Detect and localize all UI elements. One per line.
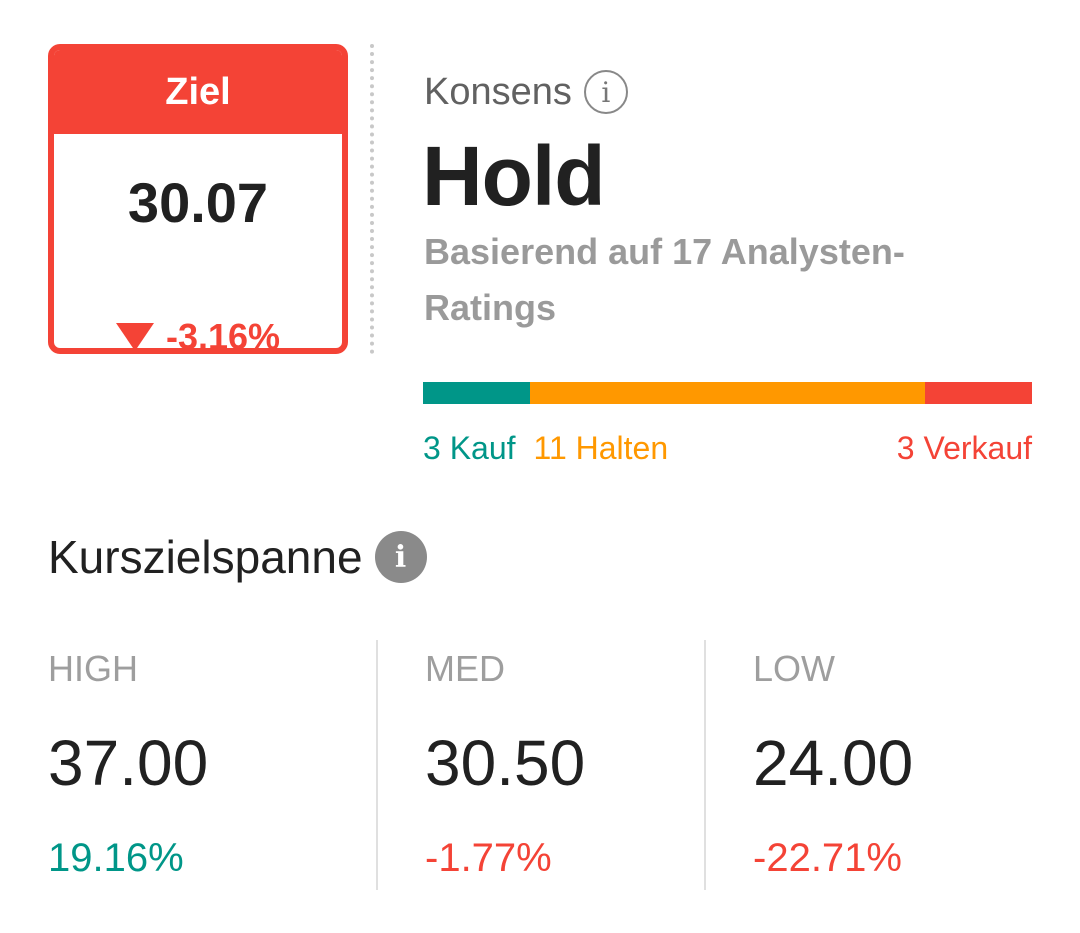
high-percent: 19.16% <box>48 836 184 880</box>
high-value: 37.00 <box>48 727 209 799</box>
column-divider <box>376 640 378 890</box>
med-percent: -1.77% <box>425 836 552 880</box>
rating-label-kauf: 3 Kauf <box>423 430 516 466</box>
low-value: 24.00 <box>753 727 914 799</box>
low-label: LOW <box>753 648 836 689</box>
column-divider <box>704 640 706 890</box>
info-filled-icon[interactable]: i <box>374 531 427 583</box>
rating-segment-verkauf <box>924 382 1032 404</box>
dotted-divider <box>370 44 374 354</box>
basis-text: Basierend auf 17 Analysten-Ratings <box>424 231 905 328</box>
med-label: MED <box>425 648 505 689</box>
rating-distribution-bar <box>423 382 1032 404</box>
high-label: HIGH <box>48 648 138 689</box>
low-percent: -22.71% <box>753 836 902 880</box>
rating-segment-kauf <box>423 382 531 404</box>
rating-segment-halten <box>530 382 925 404</box>
rating-label-verkauf: 3 Verkauf <box>896 430 1032 466</box>
konsens-header: Konsens i <box>424 70 628 114</box>
ziel-card: Ziel 30.07 -3.16% <box>48 44 348 354</box>
konsens-label: Konsens <box>424 70 572 113</box>
consensus-rating: Hold <box>422 129 606 223</box>
ziel-change: -3.16% <box>54 316 342 354</box>
triangle-down-icon <box>115 323 154 348</box>
ziel-value: 30.07 <box>127 171 269 234</box>
rating-label-halten: 11 Halten <box>533 430 669 466</box>
info-outline-icon[interactable]: i <box>583 70 628 114</box>
ziel-change-text: -3.16% <box>165 316 281 354</box>
kursziel-title: Kurszielspanne <box>48 531 363 583</box>
med-value: 30.50 <box>425 727 586 799</box>
ziel-header: Ziel <box>54 50 342 134</box>
kursziel-header: Kurszielspanne i <box>48 530 427 584</box>
rating-labels: 3 Kauf 11 Halten 3 Verkauf <box>423 430 1032 467</box>
